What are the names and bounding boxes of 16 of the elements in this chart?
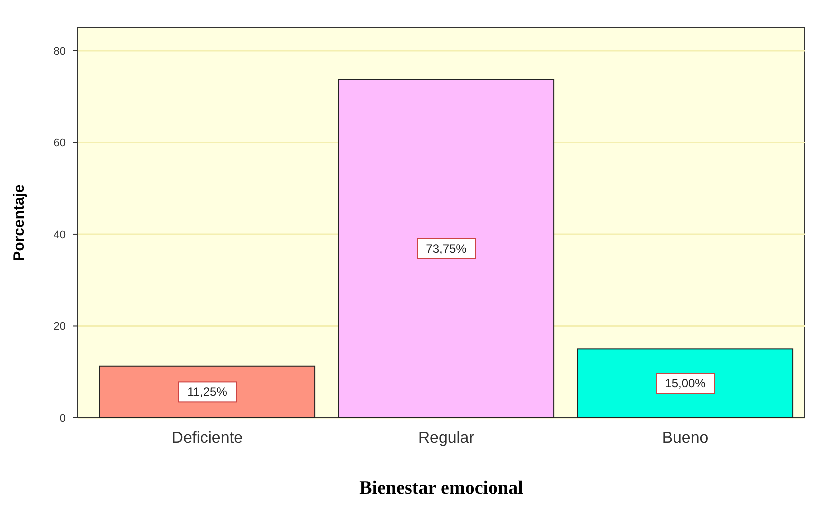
data-label: 73,75% — [426, 242, 468, 256]
bar — [577, 348, 794, 418]
x-tick-label: Bueno — [662, 430, 709, 447]
x-tick-label: Deficiente — [172, 430, 244, 447]
bar — [338, 79, 555, 418]
x-tick-label: Regular — [418, 430, 476, 447]
data-label: 11,25% — [188, 385, 228, 400]
data-label: 15,00% — [665, 376, 706, 391]
y-tick-label: 20 — [54, 321, 66, 334]
bar — [99, 366, 316, 418]
y-tick-label: 60 — [54, 138, 66, 150]
y-tick-label: 80 — [54, 46, 66, 58]
y-tick-label: 0 — [60, 413, 66, 425]
y-tick-label: 40 — [54, 229, 66, 242]
y-axis-title: Porcentaje — [11, 184, 28, 262]
x-axis-title: Bienestar emocional — [360, 478, 524, 499]
